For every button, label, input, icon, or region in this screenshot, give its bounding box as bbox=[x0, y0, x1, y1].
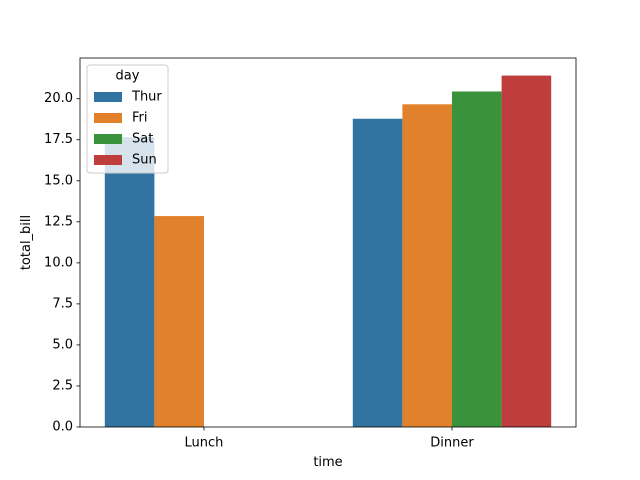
legend-swatch-sat bbox=[94, 134, 122, 144]
legend-swatch-fri bbox=[94, 113, 122, 123]
legend-swatch-sun bbox=[94, 155, 122, 165]
legend-title: day bbox=[116, 69, 140, 84]
y-tick-label: 0.0 bbox=[52, 420, 73, 435]
y-tick-label: 17.5 bbox=[44, 132, 73, 147]
bars-group bbox=[104, 75, 552, 428]
y-tick-label: 7.5 bbox=[52, 296, 73, 311]
y-axis-label: total_bill bbox=[19, 215, 34, 270]
y-tick-label: 15.0 bbox=[44, 173, 73, 188]
bar-sat-dinner bbox=[452, 91, 502, 427]
x-axis: Lunch Dinner bbox=[185, 427, 474, 451]
bar-fri-dinner bbox=[402, 104, 452, 427]
y-tick-label: 5.0 bbox=[52, 337, 73, 352]
bar-thur-dinner bbox=[352, 118, 403, 428]
x-tick-label-lunch: Lunch bbox=[185, 436, 224, 451]
y-tick-label: 2.5 bbox=[52, 378, 73, 393]
legend-label-sun: Sun bbox=[132, 153, 157, 168]
plot-frame bbox=[79, 57, 577, 428]
y-axis: 0.0 2.5 5.0 7.5 10.0 12.5 15.0 17.5 20.0 bbox=[44, 91, 80, 435]
bar-thur-lunch bbox=[104, 137, 155, 427]
legend-label-sat: Sat bbox=[132, 132, 153, 147]
legend-swatch-thur bbox=[94, 92, 122, 102]
y-tick-label: 12.5 bbox=[44, 214, 73, 229]
y-tick-label: 20.0 bbox=[44, 91, 73, 106]
y-tick-label: 10.0 bbox=[44, 255, 73, 270]
x-axis-label: time bbox=[313, 455, 342, 470]
legend-label-fri: Fri bbox=[132, 111, 148, 126]
x-tick-label-dinner: Dinner bbox=[430, 436, 474, 451]
legend-label-thur: Thur bbox=[131, 90, 162, 105]
bar-sun-dinner bbox=[501, 75, 552, 428]
legend: day Thur Fri Sat Sun bbox=[86, 64, 169, 174]
bar-fri-lunch bbox=[154, 216, 204, 427]
